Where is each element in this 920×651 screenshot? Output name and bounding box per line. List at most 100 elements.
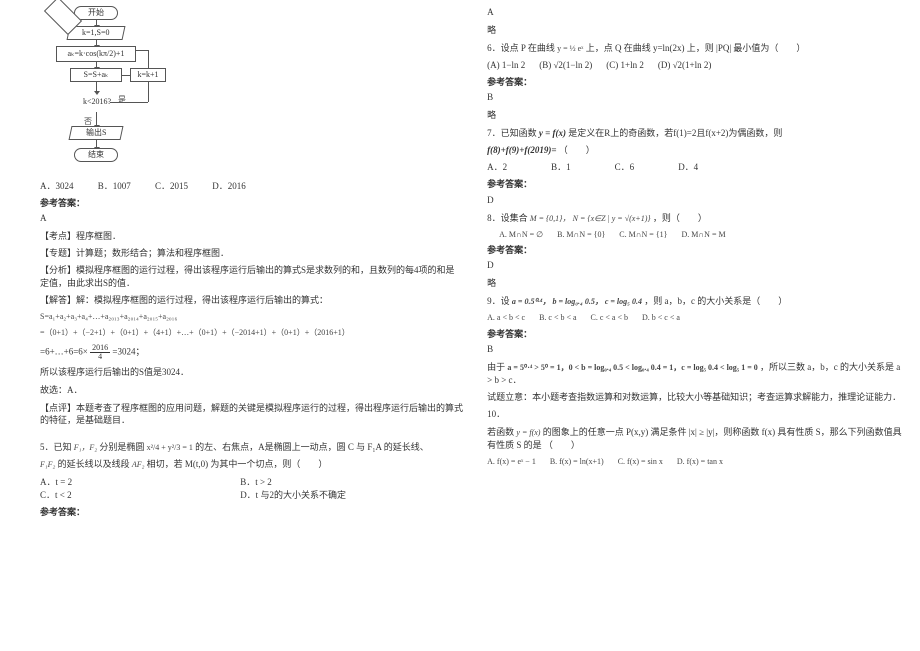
opt-c: C．2015 — [155, 180, 188, 193]
q7-optA: A．2 — [487, 161, 507, 174]
q5: 5．已知 F₁，F₂ 分别是椭圆 x²/4 + y²/3 = 1 的左、右焦点，… — [40, 441, 463, 454]
answer-header-8: 参考答案： — [487, 244, 902, 257]
guxuan: 故选：A． — [40, 384, 463, 397]
q10: 若函数 y = f(x) 的图象上的任意一点 P(x,y) 满足条件 |x| ≥… — [487, 426, 902, 452]
q6-optA: (A) 1−ln 2 — [487, 59, 525, 72]
kd-label: 【考点】 — [40, 231, 76, 241]
q8-optB: B. M∩N = {0} — [557, 229, 605, 241]
zt-label: 【专题】 — [40, 248, 76, 258]
q9-body: a = 0.5⁰·⁴， b = log₀.₄ 0.5， c = log₅ 0.4 — [512, 297, 642, 306]
fc-arrow — [96, 82, 97, 92]
answer-header: 参考答案： — [40, 197, 463, 210]
answer-header-6: 参考答案： — [487, 76, 902, 89]
fc-assign: aₖ=k·cos(kπ/2)+1 — [56, 46, 136, 62]
q10-optB: B. f(x) = ln(x+1) — [550, 456, 604, 468]
fc-start: 开始 — [74, 6, 118, 20]
opt-b: B．1007 — [98, 180, 131, 193]
fc-arrow — [148, 50, 149, 68]
q6-optB: (B) √2(1−ln 2) — [539, 59, 592, 72]
kaodian: 【考点】程序框图． — [40, 230, 463, 242]
q7-c: 是定义在R上的奇函数，若f(1)=2且f(x+2)为偶函数，则 — [568, 128, 782, 138]
q5-l2c: AF₂ — [132, 460, 145, 469]
q9-expl: 由于 a = 5⁰·⁴ > 5⁰ = 1，0 < b = log₀.₄ 0.5 … — [487, 361, 902, 386]
q8-N: N = {x∈Z | y = √(x+1)} — [573, 214, 651, 223]
q6-mid: 上，点 Q 在曲线 y=ln(2x) 上，则 |PQ| 最小值为（ ） — [586, 43, 806, 53]
fc-arrow — [148, 82, 149, 102]
q8-optD: D. M∩N = M — [682, 229, 726, 241]
q7-expr-line: f(8)+f(9)+f(2019)= （ ） — [487, 144, 902, 157]
eq2-pre: =6+…+6=6× — [40, 347, 88, 357]
answer-header-7: 参考答案： — [487, 178, 902, 191]
q6-head: 6．设点 P 在曲线 — [487, 43, 557, 53]
eq1: =（0+1）+（−2+1）+（0+1）+（4+1）+…+（0+1）+（−2014… — [40, 327, 463, 339]
jd-label: 【解答】 — [40, 295, 76, 305]
fc-output: 输出S — [69, 126, 124, 140]
fc-inc-label: k=k+1 — [137, 69, 158, 81]
page-root: 开始 k=1,S=0 aₖ=k·cos(kπ/2)+1 S=S+aₖ k=k+1… — [0, 0, 920, 527]
q9-optD: D. b < c < a — [642, 312, 680, 324]
q6-options: (A) 1−ln 2 (B) √2(1−ln 2) (C) 1+ln 2 (D)… — [487, 59, 902, 72]
q5-line2: F₁F₂ 的延长线以及线段 AF₂ 相切，若 M(t,0) 为其中一个切点，则（… — [40, 458, 463, 471]
q5-optD: D．t 与2的大小关系不确定 — [240, 489, 426, 502]
q10-options: A. f(x) = eˣ − 1 B. f(x) = ln(x+1) C. f(… — [487, 456, 902, 468]
fc-start-label: 开始 — [88, 7, 104, 19]
opt-d: D．2016 — [212, 180, 246, 193]
fc-end: 结束 — [74, 148, 118, 162]
q5-mid2: 的左、右焦点，A是椭圆上一动点，圆 C 与 F₁A 的延长线、 — [195, 442, 429, 452]
left-column: 开始 k=1,S=0 aₖ=k·cos(kπ/2)+1 S=S+aₖ k=k+1… — [40, 6, 463, 521]
q5-l2d: 相切，若 M(t,0) 为其中一个切点，则（ ） — [147, 459, 328, 469]
q5-mid1: 分别是椭圆 — [99, 442, 146, 452]
q5-optC: C．t < 2 — [40, 489, 226, 502]
q7-optC: C．6 — [615, 161, 635, 174]
lue2: 略 — [487, 109, 902, 122]
dianping: 【点评】本题考查了程序框图的应用问题，解题的关键是模拟程序运行的过程，得出程序运… — [40, 402, 463, 426]
fc-arrow — [96, 140, 97, 148]
q5-l2a: F₁F₂ — [40, 460, 55, 469]
zhuanti: 【专题】计算题；数形结合；算法和程序框图． — [40, 247, 463, 259]
q7: 7．已知函数 y = f(x) 是定义在R上的奇函数，若f(1)=2且f(x+2… — [487, 127, 902, 140]
q5-optA: A．t = 2 — [40, 476, 226, 489]
q8-optC: C. M∩N = {1} — [619, 229, 667, 241]
q5-optB: B．t > 2 — [240, 476, 426, 489]
q10-head: 10． — [487, 408, 902, 421]
answer-value: A — [40, 212, 463, 225]
eq2-frac: 2016 4 — [90, 344, 110, 361]
q6: 6．设点 P 在曲线 y = ½ eˣ 上，点 Q 在曲线 y=ln(2x) 上… — [487, 42, 902, 55]
q8-optA: A. M∩N = ∅ — [499, 229, 543, 241]
fenxi: 【分析】模拟程序框图的运行过程，得出该程序运行后输出的算式S是求数列的和，且数列… — [40, 264, 463, 288]
q7-optB: B．1 — [551, 161, 571, 174]
q10-a: 若函数 — [487, 427, 516, 437]
q9e-a: 由于 — [487, 362, 507, 372]
q6-optC: (C) 1+ln 2 — [606, 59, 644, 72]
q10-f: y = f(x) — [516, 428, 540, 437]
ans8: D — [487, 259, 902, 272]
lue1: 略 — [487, 24, 902, 37]
fc-init-label: k=1,S=0 — [82, 27, 109, 39]
q8-M: M = {0,1}， — [530, 214, 570, 223]
q9-li: 试题立意：本小题考查指数运算和对数运算，比较大小等基础知识；考查运算求解能力，推… — [487, 391, 902, 403]
q7-expr: f(8)+f(9)+f(2019)= — [487, 145, 556, 155]
lue3: 略 — [487, 277, 902, 290]
q9-optB: B. c < b < a — [539, 312, 576, 324]
q8-b: ，则（ ） — [653, 213, 707, 223]
jd-val: 解：模拟程序框图的运行过程，得出该程序运行后输出的算式： — [76, 295, 328, 305]
fc-arrow — [110, 102, 148, 103]
fx-val: 模拟程序框图的运行过程，得出该程序运行后输出的算式S是求数列的和，且数列的每4项… — [40, 265, 455, 287]
q7-options: A．2 B．1 C．6 D．4 — [487, 161, 902, 174]
fc-arrow — [96, 112, 97, 126]
fc-arrow — [122, 75, 130, 76]
fc-out-label: 输出S — [86, 127, 106, 139]
fc-inc: k=k+1 — [130, 68, 166, 82]
q8-a: 8．设集合 — [487, 213, 530, 223]
ans6: B — [487, 91, 902, 104]
q9e-b: a = 5⁰·⁴ > 5⁰ = 1，0 < b = log₀.₄ 0.5 < l… — [507, 363, 757, 372]
q5-f1f2: F₁，F₂ — [74, 443, 97, 452]
fc-init: k=1,S=0 — [67, 26, 126, 40]
kd-val: 程序框图． — [76, 231, 121, 241]
flowchart-diagram: 开始 k=1,S=0 aₖ=k·cos(kπ/2)+1 S=S+aₖ k=k+1… — [46, 6, 166, 174]
q9-a: 9．设 — [487, 296, 512, 306]
opt-a: A．3024 — [40, 180, 74, 193]
dp-val: 本题考查了程序框图的应用问题，解题的关键是模拟程序运行的过程，得出程序运行后输出… — [40, 403, 463, 425]
right-column: A 略 6．设点 P 在曲线 y = ½ eˣ 上，点 Q 在曲线 y=ln(2… — [487, 6, 902, 521]
answer-header-5: 参考答案： — [40, 506, 463, 519]
